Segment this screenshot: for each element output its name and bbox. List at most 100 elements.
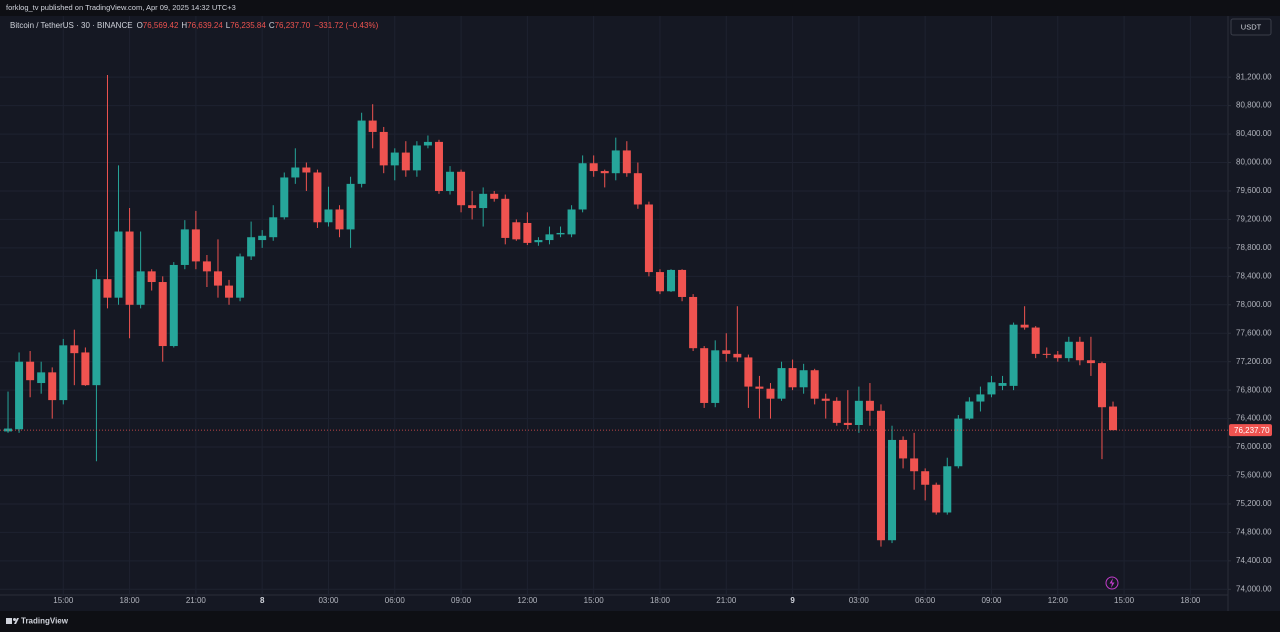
candle-body [821, 398, 830, 401]
candle-body [976, 394, 985, 402]
candle-body [114, 231, 123, 298]
candle-body [390, 152, 399, 166]
logo-part [14, 618, 19, 624]
candle-body [810, 370, 819, 399]
currency-label: USDT [1241, 22, 1262, 31]
candle-body [667, 269, 676, 292]
x-tick-label: 8 [260, 596, 265, 605]
candle-body [92, 279, 101, 386]
x-tick-label: 15:00 [53, 596, 74, 605]
candle-body [910, 458, 919, 472]
candle-body [368, 120, 377, 132]
candle-body [335, 209, 344, 230]
candle-body [1020, 324, 1029, 328]
y-tick-label: 80,000.00 [1236, 158, 1272, 167]
candle-body [446, 171, 455, 191]
candle-body [401, 152, 410, 171]
candle-body [125, 231, 134, 305]
candle-body [523, 222, 532, 243]
legend-part: H [181, 21, 187, 30]
y-tick-label: 75,200.00 [1236, 499, 1272, 508]
candle-body [479, 193, 488, 209]
candle-body [225, 285, 234, 298]
candle-body [37, 372, 46, 384]
x-tick-label: 15:00 [584, 596, 605, 605]
candle-body [998, 383, 1007, 386]
candle-body [1053, 354, 1062, 359]
y-tick-label: 78,800.00 [1236, 243, 1272, 252]
currency-button[interactable] [1230, 18, 1272, 36]
x-tick-label: 18:00 [650, 596, 671, 605]
candle-body [876, 410, 885, 541]
candle-body [578, 163, 587, 210]
candle-body [202, 261, 211, 272]
candle-body [457, 171, 466, 206]
candle-body [379, 131, 388, 166]
legend-part: 76,639.24 [187, 21, 223, 30]
candle-body [622, 150, 631, 174]
x-tick-label: 9 [790, 596, 795, 605]
candle-body [236, 256, 245, 298]
candle-body [136, 271, 145, 305]
candle-body [4, 428, 13, 432]
candle-body [269, 217, 278, 238]
y-tick-label: 78,000.00 [1236, 300, 1272, 309]
candle-body [644, 204, 653, 273]
candle-body [15, 361, 24, 430]
candle-body [865, 400, 874, 411]
candle-body [158, 282, 167, 347]
candle-body [633, 173, 642, 205]
candle-body [180, 229, 189, 265]
candle-body [169, 264, 178, 347]
x-tick-label: 15:00 [1114, 596, 1135, 605]
candle-body [302, 167, 311, 173]
logo-part [13, 618, 16, 621]
candle-body [412, 145, 421, 171]
alert-icon[interactable] [1105, 576, 1119, 590]
candle-body [1097, 363, 1106, 408]
candle-body [1064, 341, 1073, 359]
legend-part: −331.72 (−0.43%) [314, 21, 378, 30]
candle-body [589, 163, 598, 172]
candle-body [545, 234, 554, 241]
candle-body [1009, 324, 1018, 386]
x-tick-label: 18:00 [1180, 596, 1201, 605]
candle-body [280, 177, 289, 218]
candle-body [534, 240, 543, 243]
y-tick-label: 76,800.00 [1236, 385, 1272, 394]
candle-body [932, 484, 941, 513]
candle-body [70, 345, 79, 354]
candle-body [213, 271, 222, 286]
candle-body [556, 232, 565, 235]
candle-body [888, 439, 897, 541]
x-tick-label: 21:00 [716, 596, 737, 605]
candle-body [81, 352, 90, 386]
y-tick-label: 77,200.00 [1236, 357, 1272, 366]
candle-body [777, 368, 786, 399]
x-tick-label: 09:00 [981, 596, 1002, 605]
x-tick-label: 03:00 [318, 596, 339, 605]
plot [0, 16, 1228, 595]
candle-body [600, 171, 609, 174]
y-tick-label: 74,800.00 [1236, 528, 1272, 537]
legend-part: L [226, 21, 231, 30]
x-tick-label: 09:00 [451, 596, 472, 605]
candle-body [689, 296, 698, 349]
candle-body [26, 361, 35, 381]
candle-body [799, 370, 808, 388]
y-tick-label: 76,400.00 [1236, 414, 1272, 423]
candle-body [965, 401, 974, 419]
y-tick-label: 77,600.00 [1236, 328, 1272, 337]
candle-body [147, 271, 156, 283]
y-tick-label: 80,400.00 [1236, 129, 1272, 138]
alert-bolt [1109, 578, 1115, 588]
candle-body [1086, 360, 1095, 364]
brand: TradingView [21, 617, 69, 626]
y-tick-label: 74,000.00 [1236, 584, 1272, 593]
x-tick-label: 18:00 [120, 596, 141, 605]
candle-body [291, 167, 300, 178]
candle-body [1109, 406, 1118, 431]
legend-part: Bitcoin / TetherUS · 30 · BINANCE [10, 21, 133, 30]
candle-body [59, 345, 68, 401]
